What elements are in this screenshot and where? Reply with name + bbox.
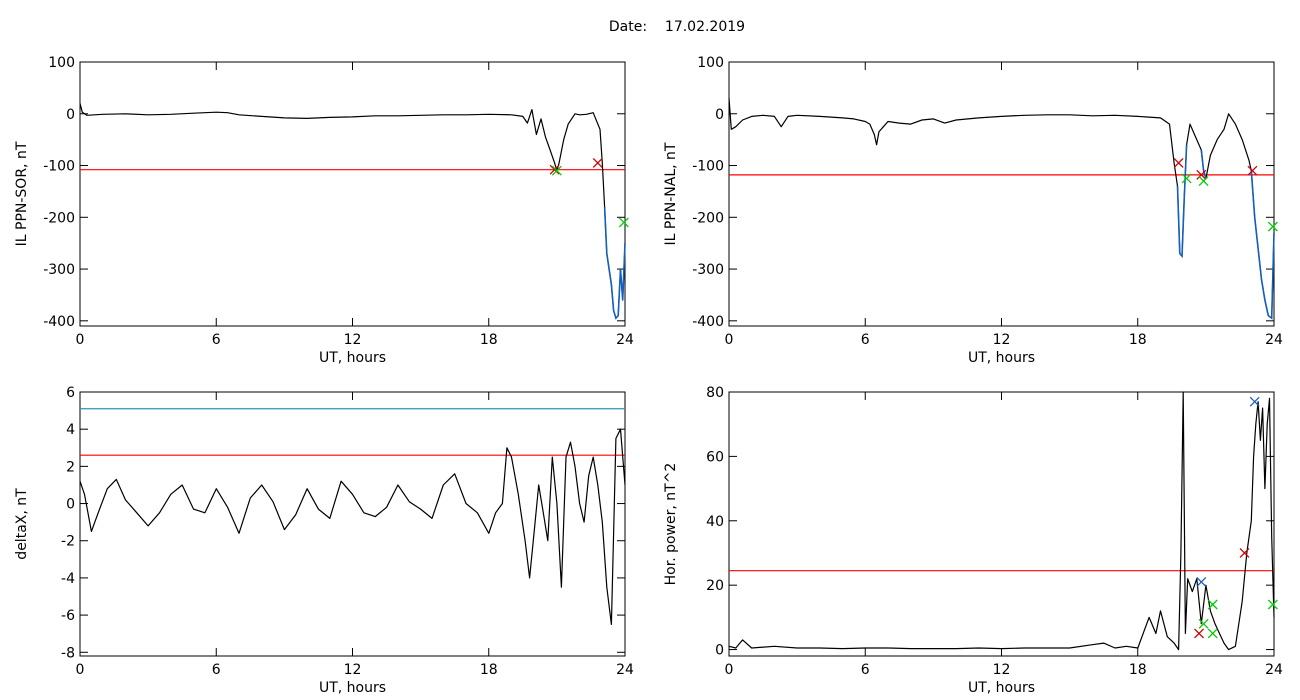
series-highlight (603, 206, 626, 320)
x-tick-label: 6 (212, 332, 221, 348)
x-axis-label: UT, hours (968, 350, 1035, 366)
marker-blue (1249, 396, 1260, 407)
marker-green (1207, 599, 1218, 610)
y-tick-label: 80 (706, 385, 724, 401)
x-tick-label: 0 (76, 662, 85, 678)
y-tick-label: 40 (706, 514, 724, 530)
y-tick-label: -400 (692, 314, 724, 330)
x-tick-label: 12 (344, 662, 362, 678)
x-axis-label: UT, hours (319, 350, 386, 366)
marker-red (1239, 548, 1250, 558)
y-tick-label: -400 (43, 314, 75, 330)
y-tick-label: -6 (61, 608, 75, 624)
series-highlight (1176, 144, 1188, 259)
y-tick-label: 100 (48, 55, 75, 71)
series-line (728, 98, 1275, 319)
hor-power-chart: 0 6 12 18 24 80 60 40 20 0 UT, hours Hor. power, nT… (663, 385, 1283, 696)
y-tick-label: 0 (66, 107, 75, 123)
y-tick-label: 60 (706, 449, 724, 465)
marker-green (1267, 221, 1278, 232)
y-tick-label: -300 (43, 262, 75, 278)
x-tick-label: 18 (1129, 662, 1147, 678)
plot-frame (79, 391, 626, 657)
x-tick-label: 6 (212, 662, 221, 678)
x-tick-label: 24 (616, 662, 634, 678)
date-label: Date: (608, 19, 648, 35)
plot-frame (79, 61, 626, 327)
x-tick-label: 12 (344, 332, 362, 348)
marker-red (1194, 628, 1205, 639)
ppn-sor-chart: 0 6 12 18 24 100 0 -100 -200 -300 -400 UT, hours IL … (14, 55, 634, 366)
x-tick-label: 6 (861, 662, 870, 678)
page-title: Date: 17.02.2019 (0, 19, 1300, 35)
series-highlight (1250, 170, 1275, 320)
y-tick-label: -4 (61, 571, 75, 587)
y-tick-label: 2 (66, 459, 75, 475)
y-tick-label: -300 (692, 262, 724, 278)
marker-red (1196, 169, 1207, 180)
series-line (79, 428, 626, 626)
series-highlight (1200, 149, 1207, 179)
deltax-chart: 0 6 12 18 24 6 4 2 0 -2 -4 -6 -8 UT, hours deltaX, nT (14, 385, 634, 696)
y-tick-label: -8 (61, 645, 75, 661)
x-tick-label: 0 (725, 662, 734, 678)
y-axis-label: IL PPN-SOR, nT (14, 141, 30, 246)
y-tick-label: 0 (66, 497, 75, 513)
x-axis-label: UT, hours (968, 680, 1035, 696)
marker-green (1207, 628, 1218, 639)
x-tick-label: 18 (480, 662, 498, 678)
marker-blue (1196, 576, 1207, 587)
y-tick-label: -2 (61, 534, 75, 550)
marker-red (592, 157, 603, 168)
plot-frame (728, 391, 1275, 657)
marker-green (1198, 618, 1209, 629)
marker-green (1267, 599, 1278, 610)
x-tick-label: 12 (993, 332, 1011, 348)
marker-red (1173, 157, 1184, 168)
y-tick-label: 0 (715, 107, 724, 123)
marker-red (1247, 165, 1258, 176)
x-tick-label: 0 (76, 332, 85, 348)
x-tick-label: 24 (1265, 332, 1283, 348)
x-tick-label: 24 (616, 332, 634, 348)
marker-green (1181, 173, 1192, 184)
y-tick-label: -100 (43, 159, 75, 175)
y-axis-label: deltaX, nT (14, 488, 30, 560)
y-tick-label: 6 (66, 385, 75, 401)
series-line (728, 391, 1275, 651)
marker-green (551, 165, 562, 176)
x-tick-label: 24 (1265, 662, 1283, 678)
y-tick-label: -200 (692, 210, 724, 226)
date-value: 17.02.2019 (664, 19, 746, 35)
y-tick-label: 100 (697, 55, 724, 71)
y-tick-label: -200 (43, 210, 75, 226)
x-tick-label: 0 (725, 332, 734, 348)
x-tick-label: 6 (861, 332, 870, 348)
y-axis-label: Hor. power, nT^2 (663, 463, 679, 586)
y-axis-label: IL PPN-NAL, nT (663, 142, 679, 245)
marker-red (549, 164, 560, 175)
marker-green (1198, 176, 1209, 187)
x-tick-label: 12 (993, 662, 1011, 678)
marker-green (618, 217, 629, 228)
x-axis-label: UT, hours (319, 680, 386, 696)
x-tick-label: 18 (480, 332, 498, 348)
y-tick-label: 4 (66, 422, 75, 438)
plot-frame (728, 61, 1275, 327)
series-line (79, 103, 626, 319)
y-tick-label: 20 (706, 578, 724, 594)
ppn-nal-chart: 0 6 12 18 24 100 0 -100 -200 -300 -400 UT, hours IL … (663, 55, 1283, 366)
x-tick-label: 18 (1129, 332, 1147, 348)
y-tick-label: -100 (692, 159, 724, 175)
y-tick-label: 0 (715, 643, 724, 659)
